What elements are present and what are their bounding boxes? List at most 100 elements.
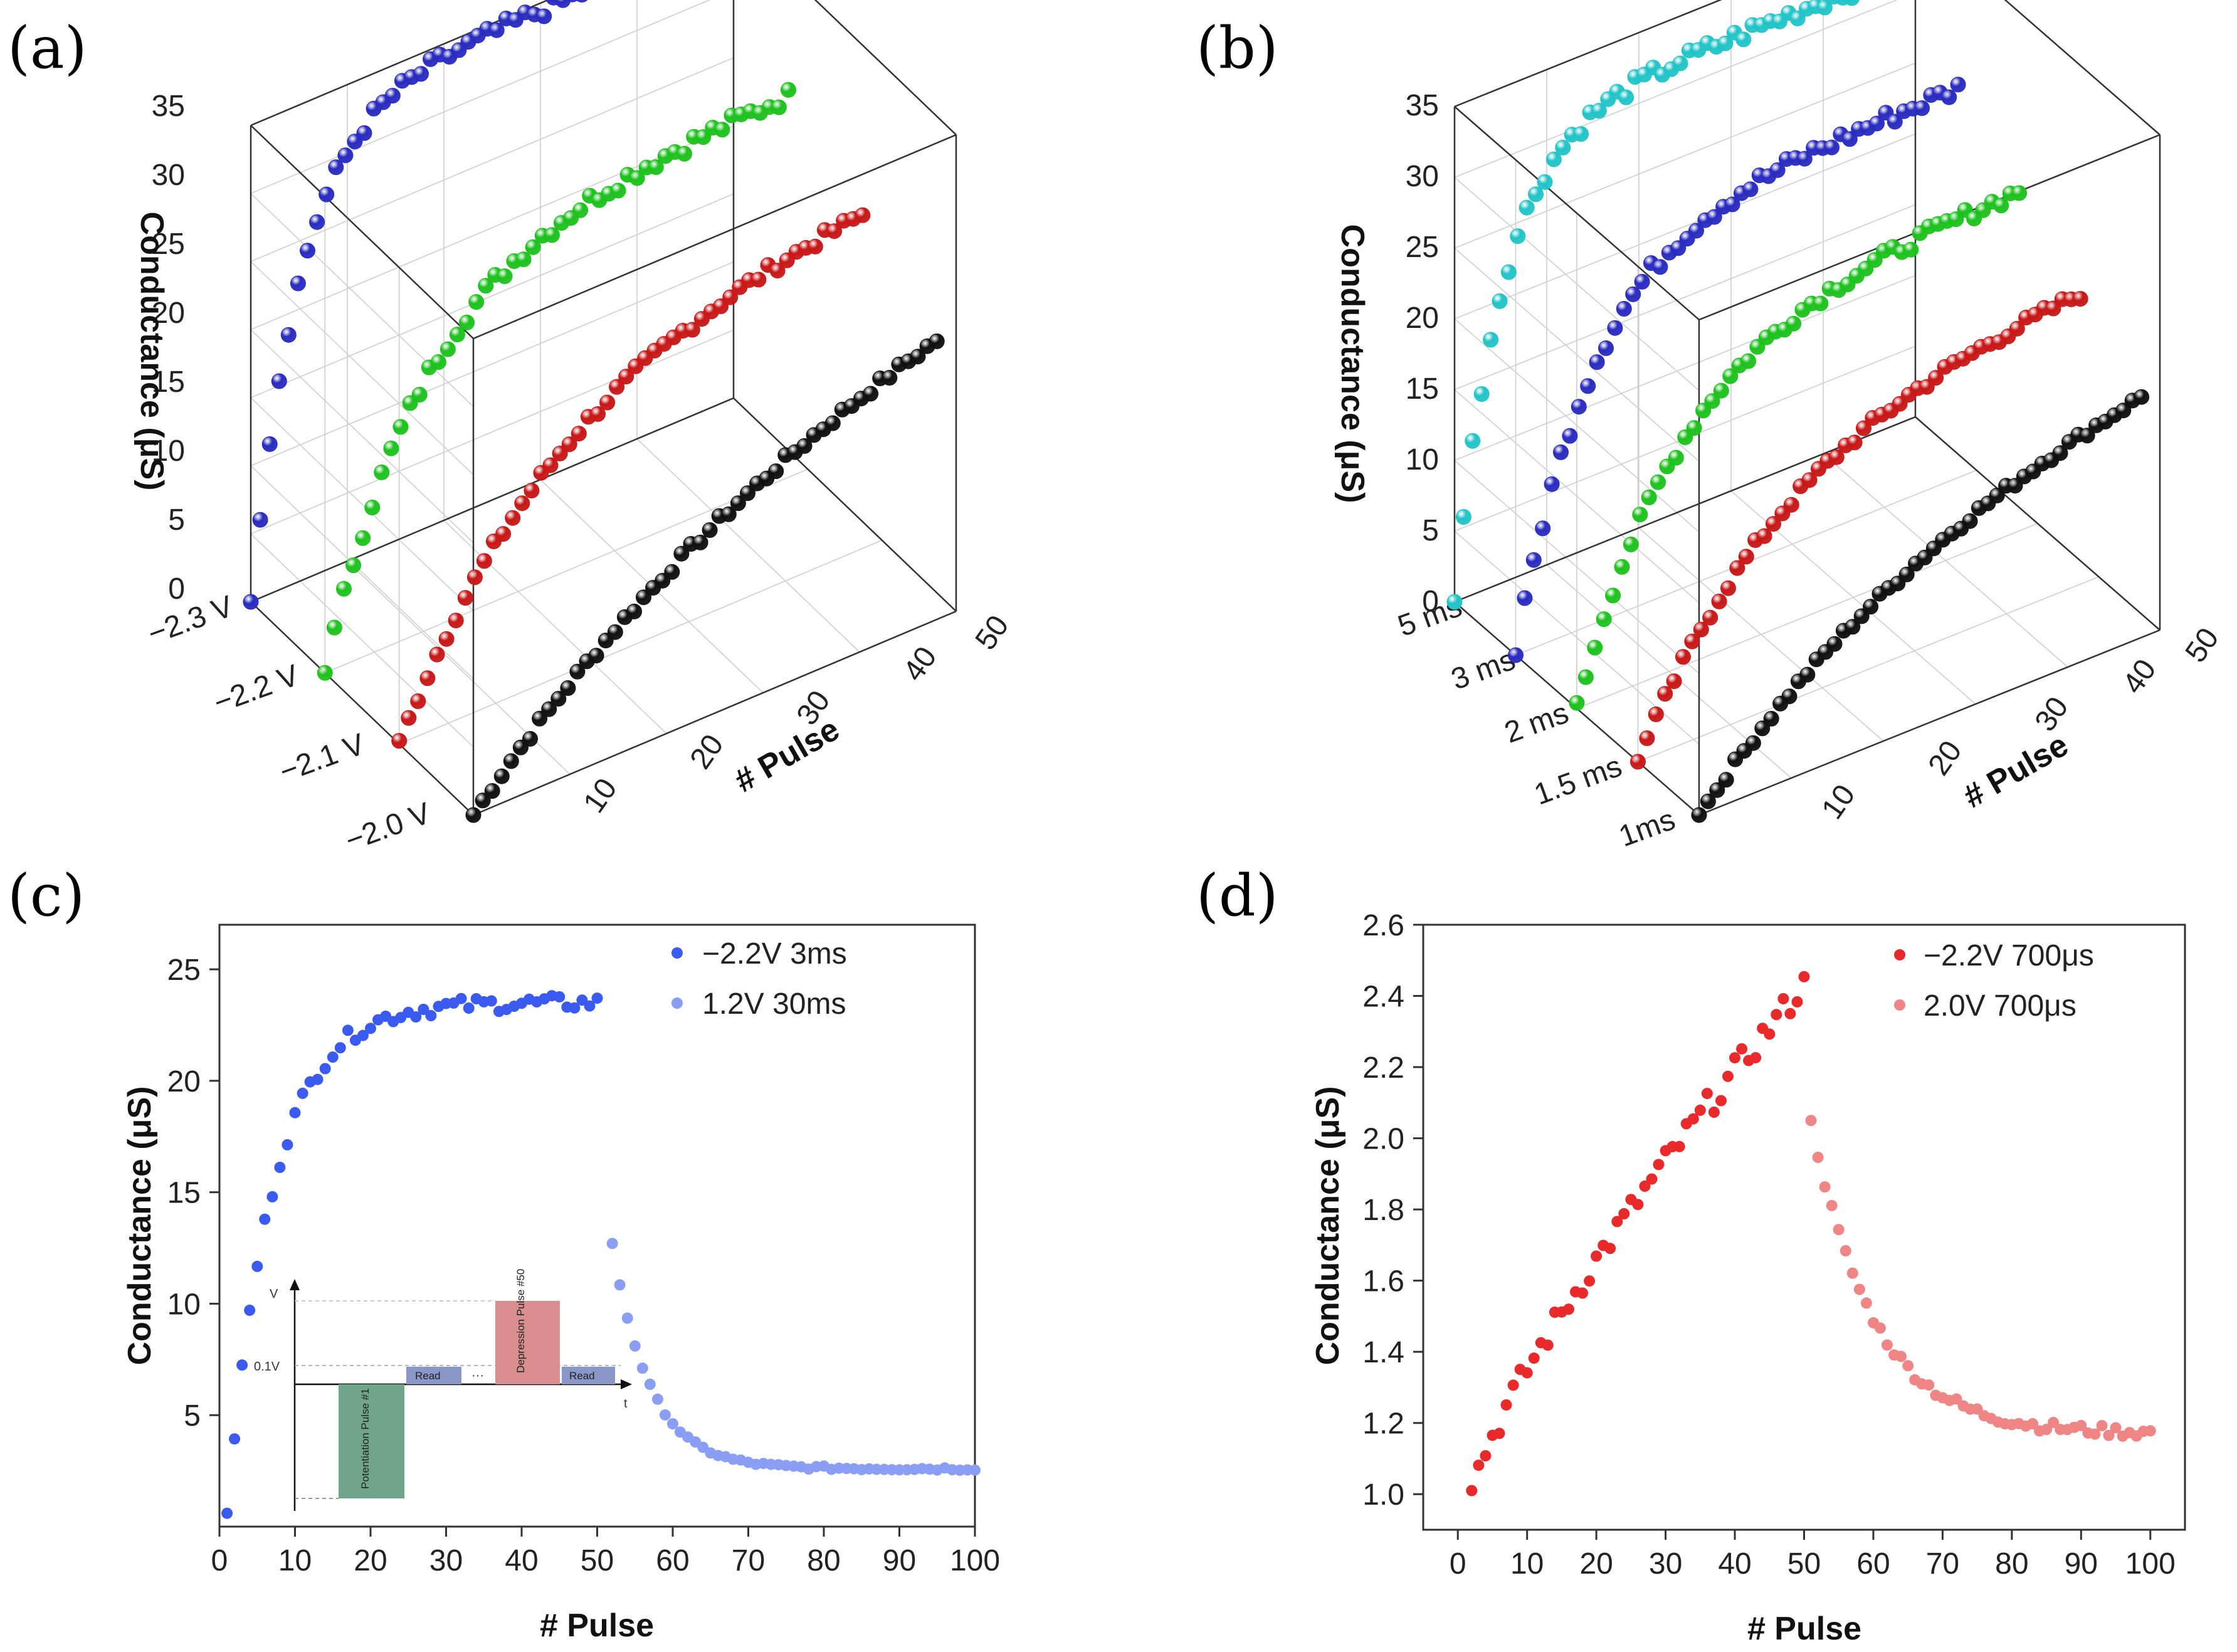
data-point [524, 483, 540, 498]
data-point [560, 680, 576, 696]
box-edge [1454, 106, 1700, 320]
data-point [1577, 669, 1594, 685]
data-point [1853, 608, 1870, 624]
data-point [337, 147, 354, 164]
x-tick-label: 30 [1649, 1547, 1682, 1581]
data-point [1605, 587, 1621, 604]
data-point [1618, 1208, 1630, 1219]
data-point [1704, 393, 1720, 409]
data-point [882, 370, 898, 386]
data-point [1709, 782, 1725, 798]
read-label-2: Read [569, 1370, 595, 1382]
data-point [450, 327, 465, 343]
data-point [695, 129, 712, 145]
data-point [591, 992, 603, 1004]
data-point [1555, 139, 1571, 155]
x-tick-label: 60 [656, 1544, 689, 1577]
data-point [569, 1002, 581, 1014]
data-point [2048, 1416, 2060, 1428]
data-point [327, 1051, 339, 1063]
data-point [796, 438, 813, 454]
data-point [1455, 509, 1471, 525]
panel-c-y-axis-title: Conductance (μS) [122, 1086, 158, 1365]
legend-label: −2.2V 3ms [702, 937, 847, 971]
y-tick-label: 15 [167, 1177, 201, 1210]
data-point [1824, 139, 1840, 155]
data-point [418, 1004, 429, 1015]
panel-b: (b) 0 5 10 15 20 25 30 35 Conductance (μ… [1196, 0, 2226, 853]
data-point [525, 239, 541, 255]
data-point [365, 1023, 376, 1034]
data-point [274, 1162, 286, 1173]
data-point [1507, 1379, 1519, 1391]
y-tick-label: 1.0 [1362, 1478, 1404, 1512]
inset-t-label: t [624, 1397, 628, 1411]
data-point [1756, 528, 1772, 544]
read-label-1: Read [415, 1370, 441, 1382]
box-edge [250, 125, 474, 339]
data-point [826, 223, 843, 239]
box-edge [733, 397, 957, 612]
data-point [326, 619, 342, 636]
data-point [271, 373, 287, 389]
z-tick-label: 35 [152, 90, 185, 123]
data-point [1618, 89, 1634, 105]
y-tick-label: 25 [167, 954, 201, 987]
z-tick-label: 15 [1406, 372, 1439, 406]
x-tick-label: 0 [211, 1544, 228, 1577]
category-label: 3 ms [1447, 643, 1520, 697]
data-point [261, 436, 278, 452]
data-point [1625, 286, 1641, 302]
data-point [1604, 1243, 1616, 1255]
inset-ellipsis: ··· [471, 1369, 484, 1382]
data-point [571, 426, 587, 442]
data-point [1563, 1303, 1574, 1315]
category-label: −2.3 V [144, 590, 238, 651]
data-point [357, 1029, 369, 1041]
data-point [2144, 1425, 2156, 1437]
data-point [541, 701, 557, 717]
data-point [1632, 507, 1648, 523]
data-point [555, 0, 571, 8]
box-edge [473, 610, 957, 816]
data-point [1856, 420, 1871, 436]
legend-marker [671, 997, 683, 1009]
data-point [1688, 223, 1704, 239]
box-edge [2004, 0, 2161, 135]
data-point [1528, 1352, 1540, 1364]
data-point [2052, 445, 2068, 461]
panel-a-z-ticks: 0 5 10 15 20 25 30 35 [152, 90, 185, 606]
data-point [1672, 55, 1688, 71]
panel-d-legend: −2.2V 700μs 2.0V 700μs [1894, 939, 2094, 1023]
depression-pulse-label: Depression Pulse #50 [515, 1269, 527, 1373]
data-point [1510, 228, 1526, 245]
panel-d-y-axis-title: Conductance (μS) [1310, 1086, 1346, 1365]
y-tick-label: 1.4 [1362, 1336, 1404, 1369]
data-point [610, 182, 626, 199]
back-wall-grid [1454, 204, 1916, 391]
data-point [392, 419, 409, 435]
read-pulse-2 [562, 1367, 615, 1384]
data-point [430, 354, 446, 370]
data-point [855, 207, 871, 223]
data-point [910, 349, 926, 365]
x-tick-label: 100 [2125, 1547, 2176, 1581]
data-point [2009, 320, 2025, 337]
data-point [606, 1238, 618, 1250]
data-point [1745, 735, 1761, 751]
data-point [684, 322, 700, 338]
data-point [478, 278, 494, 294]
data-point [807, 238, 823, 255]
data-point [1819, 1181, 1831, 1193]
category-label: 1.5 ms [1530, 750, 1626, 812]
data-point [459, 314, 475, 330]
data-point [1684, 633, 1700, 650]
data-point [722, 289, 739, 305]
data-point [542, 457, 559, 473]
data-point [1646, 1173, 1658, 1185]
inset-v-label: V [270, 1287, 278, 1301]
category-label: 2 ms [1500, 697, 1573, 750]
panel-a-3d-box [250, 0, 957, 816]
panel-b-data-points [1446, 0, 2150, 823]
data-point [425, 1010, 437, 1021]
